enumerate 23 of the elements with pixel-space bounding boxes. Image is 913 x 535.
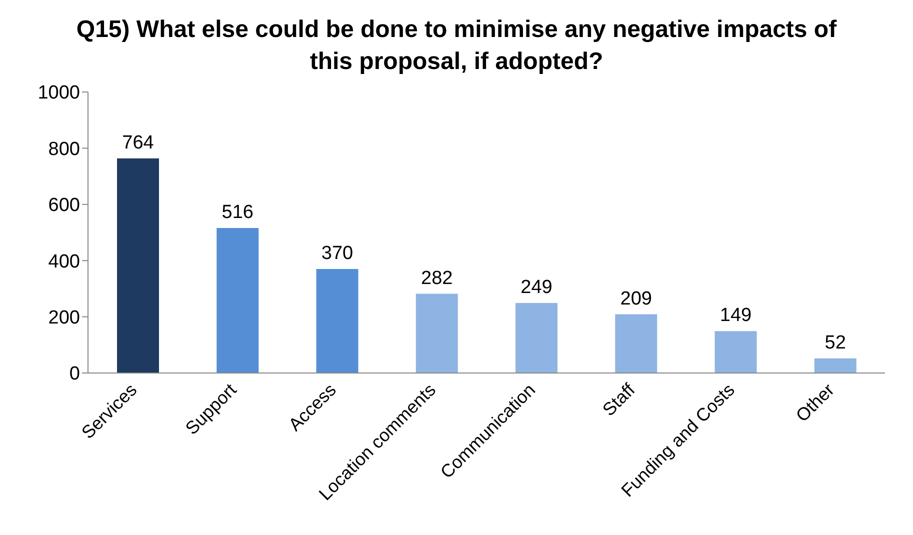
data-label: 209 bbox=[620, 288, 652, 310]
bar bbox=[615, 314, 658, 373]
y-tick-label: 1000 bbox=[38, 82, 80, 104]
bar bbox=[316, 269, 358, 373]
y-tick-label: 400 bbox=[48, 251, 80, 272]
y-tick-label: 0 bbox=[69, 364, 80, 385]
data-label: 282 bbox=[421, 268, 453, 289]
data-label: 764 bbox=[122, 132, 154, 154]
y-tick-label: 600 bbox=[48, 195, 80, 216]
bar bbox=[416, 294, 458, 373]
bar bbox=[714, 331, 757, 373]
data-label: 516 bbox=[222, 202, 254, 224]
data-label: 370 bbox=[321, 243, 354, 264]
bar bbox=[216, 228, 259, 373]
data-label: 249 bbox=[520, 277, 552, 298]
data-label: 149 bbox=[720, 305, 752, 326]
y-tick-label: 800 bbox=[48, 138, 80, 160]
bar bbox=[516, 303, 558, 373]
bar bbox=[814, 358, 856, 373]
data-label: 52 bbox=[824, 332, 846, 354]
y-tick-label: 200 bbox=[48, 308, 80, 329]
chart-title: Q15) What else could be done to minimise any negative impacts of this proposal, if adopted? bbox=[75, 15, 838, 77]
bar bbox=[117, 158, 159, 373]
